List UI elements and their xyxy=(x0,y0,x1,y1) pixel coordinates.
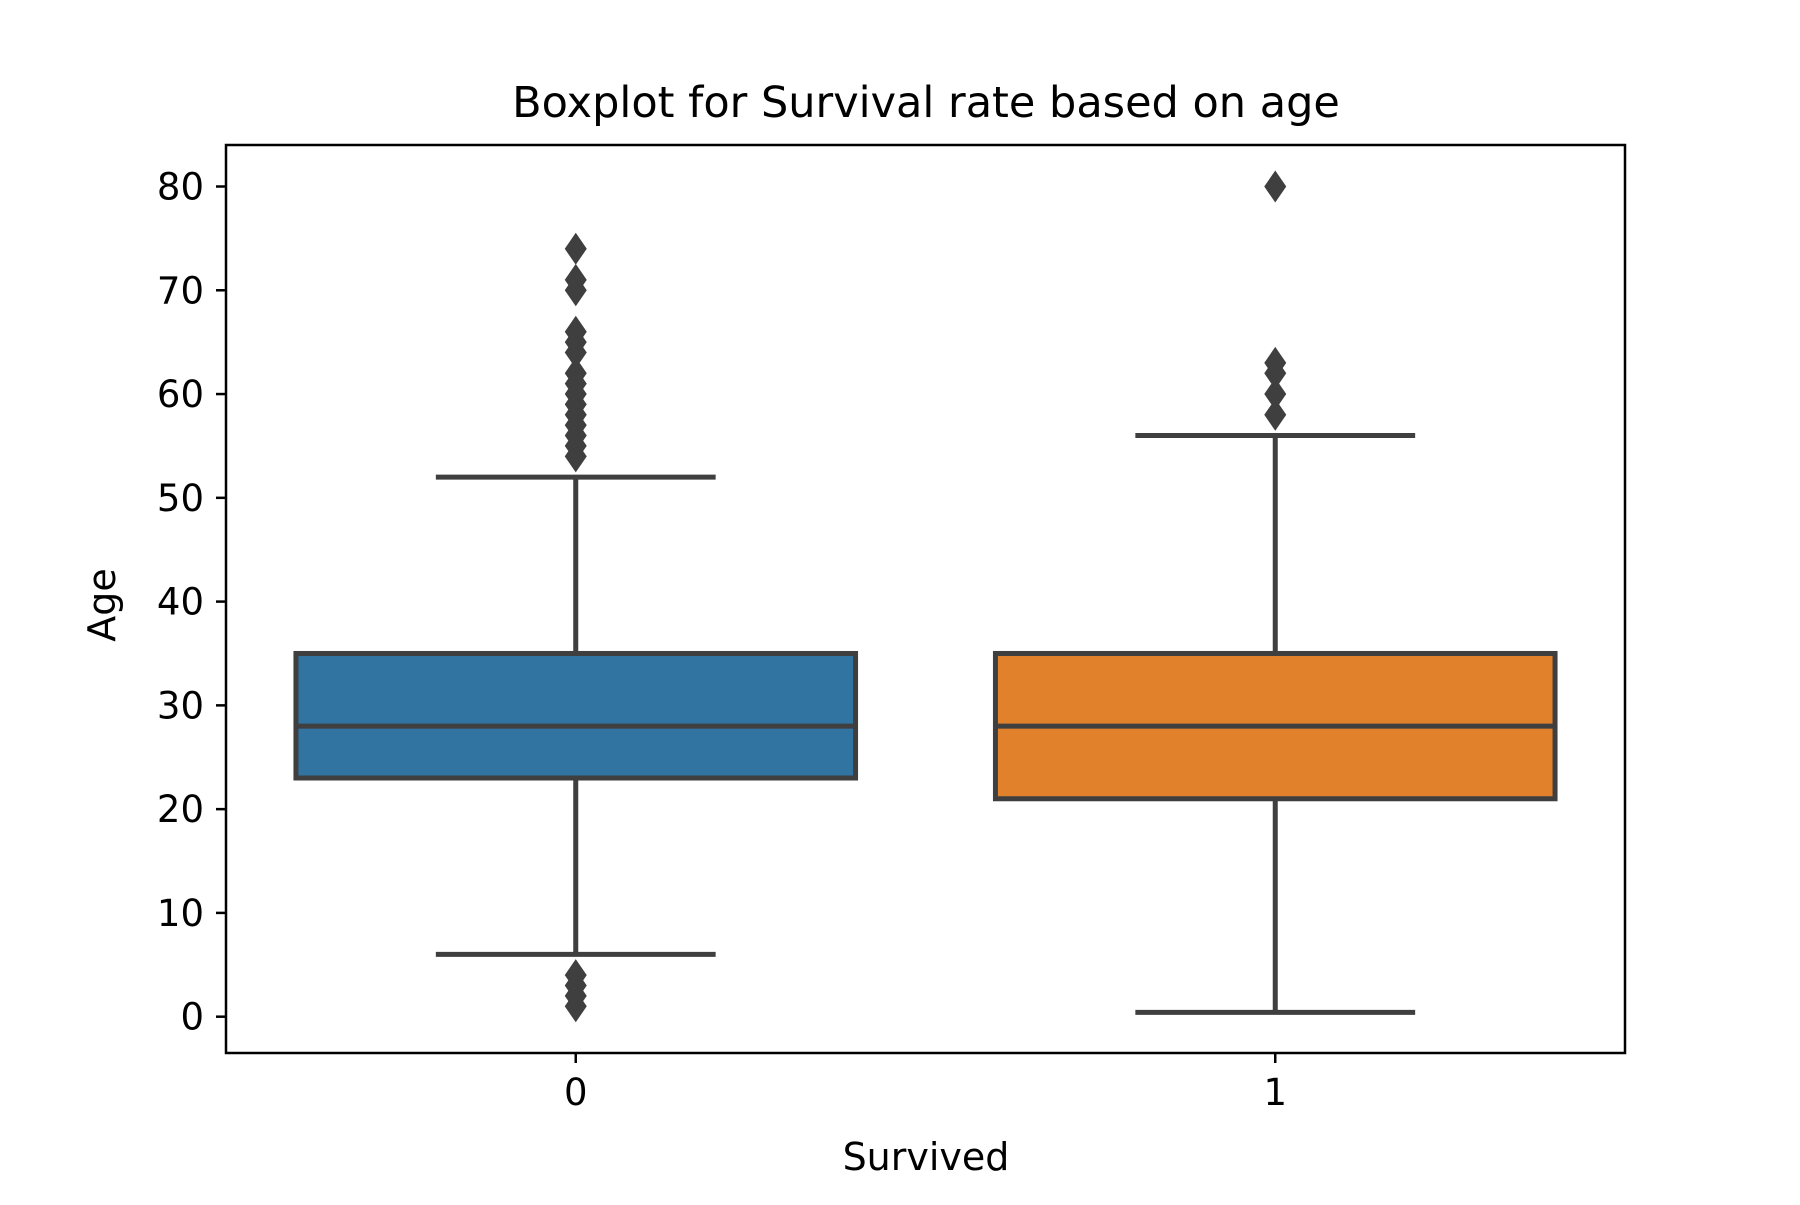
outlier-point xyxy=(1264,398,1287,431)
y-tick-label: 20 xyxy=(157,788,204,831)
y-tick-label: 10 xyxy=(157,892,204,935)
y-tick-label: 50 xyxy=(157,477,204,520)
axes-frame xyxy=(224,143,1627,1055)
outlier-point xyxy=(564,315,587,348)
outlier-point xyxy=(564,357,587,390)
chart-title: Boxplot for Survival rate based on age xyxy=(512,78,1340,128)
y-tick-label: 0 xyxy=(180,996,204,1039)
x-tick-label: 1 xyxy=(1263,1071,1287,1114)
y-axis-label: Age xyxy=(80,568,124,642)
outlier-point xyxy=(1264,346,1287,379)
outlier-point xyxy=(564,232,587,265)
outlier-point xyxy=(564,959,587,992)
y-tick-label: 80 xyxy=(157,166,204,209)
plot-area: 0 10 20 30 40 50 60 70 80 0 1 xyxy=(157,166,1558,1114)
y-tick-label: 40 xyxy=(157,581,204,624)
y-tick-label: 70 xyxy=(157,269,204,312)
outlier-point xyxy=(1264,378,1287,411)
x-axis-label: Survived xyxy=(843,1135,1010,1179)
x-tick-label: 0 xyxy=(564,1071,588,1114)
outlier-point xyxy=(1264,170,1287,203)
box-iqr xyxy=(293,650,859,781)
outlier-point xyxy=(564,263,587,296)
y-tick-label: 60 xyxy=(157,373,204,416)
y-tick-label: 30 xyxy=(157,684,204,727)
